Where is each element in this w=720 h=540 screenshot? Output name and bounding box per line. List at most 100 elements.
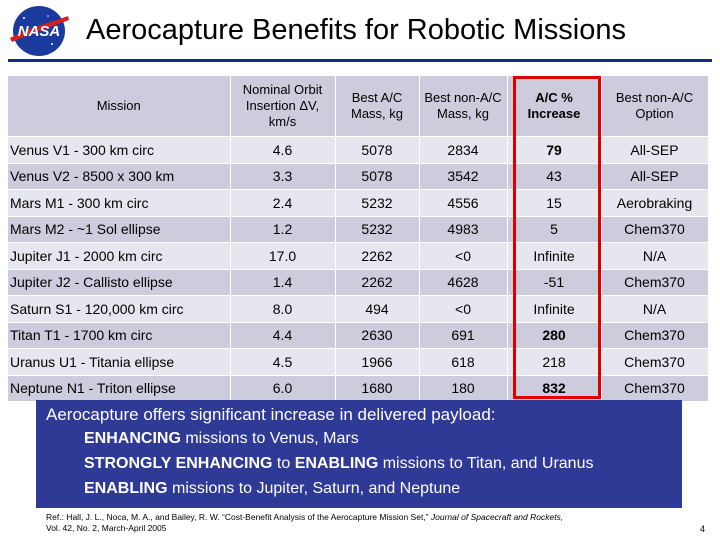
cell-non-ac-mass: 4983 <box>419 216 508 243</box>
banner-line: ENABLING missions to Jupiter, Saturn, an… <box>46 476 672 501</box>
cell-mission: Saturn S1 - 120,000 km circ <box>8 295 231 323</box>
cell-ac-mass: 2630 <box>335 322 420 349</box>
cell-delta-v: 4.4 <box>230 322 336 349</box>
banner-line-bold: STRONGLY ENHANCING <box>84 455 273 472</box>
banner-line: STRONGLY ENHANCING to ENABLING missions … <box>46 451 672 476</box>
cell-non-ac-mass: 3542 <box>419 163 508 190</box>
cell-ac-mass: 5078 <box>335 136 420 164</box>
cell-ac-mass: 2262 <box>335 242 420 270</box>
cell-ac-mass: 5078 <box>335 163 420 190</box>
table-row: Jupiter J2 - Callisto ellipse 1.4 2262 4… <box>8 269 709 296</box>
table-header-row: Mission Nominal Orbit Insertion ΔV, km/s… <box>8 76 709 137</box>
nasa-logo-text: NASA <box>18 23 61 40</box>
table-row: Venus V1 - 300 km circ 4.6 5078 2834 79 … <box>8 136 709 164</box>
cell-non-ac-option: All-SEP <box>601 136 709 164</box>
cell-mission: Mars M2 - ~1 Sol ellipse <box>8 216 231 243</box>
header-non-ac-mass: Best non-A/C Mass, kg <box>419 76 508 137</box>
cell-ac-increase: -51 <box>507 269 602 296</box>
reference-journal: Journal of Spacecraft and Rockets, <box>430 512 564 522</box>
nasa-logo: NASA <box>6 4 72 58</box>
banner-line-text: to <box>272 455 295 472</box>
cell-non-ac-mass: 180 <box>419 375 508 402</box>
table-row: Uranus U1 - Titania ellipse 4.5 1966 618… <box>8 348 709 376</box>
table-row: Neptune N1 - Triton ellipse 6.0 1680 180… <box>8 375 709 402</box>
cell-delta-v: 4.5 <box>230 348 336 376</box>
cell-ac-mass: 1680 <box>335 375 420 402</box>
benefits-table: Mission Nominal Orbit Insertion ΔV, km/s… <box>8 76 709 402</box>
cell-non-ac-mass: <0 <box>419 242 508 270</box>
header-delta-v: Nominal Orbit Insertion ΔV, km/s <box>230 76 336 137</box>
banner-line-text: missions to Venus, Mars <box>180 430 359 447</box>
reference-prefix: Ref.: Hall, J. L., Noca, M. A., and Bail… <box>46 512 429 522</box>
header-non-ac-option: Best non-A/C Option <box>601 76 709 137</box>
cell-ac-increase: 832 <box>507 375 602 402</box>
cell-ac-increase: 218 <box>507 348 602 376</box>
cell-mission: Venus V1 - 300 km circ <box>8 136 231 164</box>
page-number: 4 <box>700 524 706 534</box>
cell-non-ac-option: N/A <box>601 295 709 323</box>
table-row: Jupiter J1 - 2000 km circ 17.0 2262 <0 I… <box>8 242 709 270</box>
cell-mission: Jupiter J1 - 2000 km circ <box>8 242 231 270</box>
cell-delta-v: 2.4 <box>230 189 336 217</box>
cell-delta-v: 6.0 <box>230 375 336 402</box>
header-mission: Mission <box>8 76 231 137</box>
cell-delta-v: 3.3 <box>230 163 336 190</box>
cell-ac-increase: 79 <box>507 136 602 164</box>
cell-non-ac-mass: 4628 <box>419 269 508 296</box>
page-title: Aerocapture Benefits for Robotic Mission… <box>86 14 626 46</box>
cell-non-ac-mass: 618 <box>419 348 508 376</box>
table-row: Titan T1 - 1700 km circ 4.4 2630 691 280… <box>8 322 709 349</box>
header-ac-increase: A/C % Increase <box>507 76 602 137</box>
cell-non-ac-option: Chem370 <box>601 216 709 243</box>
banner-line-text: missions to Jupiter, Saturn, and Neptune <box>167 480 461 497</box>
cell-ac-increase: 43 <box>507 163 602 190</box>
table-row: Venus V2 - 8500 x 300 km 3.3 5078 3542 4… <box>8 163 709 190</box>
cell-ac-mass: 5232 <box>335 189 420 217</box>
cell-ac-increase: 15 <box>507 189 602 217</box>
cell-ac-increase: Infinite <box>507 295 602 323</box>
cell-non-ac-option: Chem370 <box>601 375 709 402</box>
cell-non-ac-mass: 4556 <box>419 189 508 217</box>
table-row: Saturn S1 - 120,000 km circ 8.0 494 <0 I… <box>8 295 709 323</box>
cell-mission: Venus V2 - 8500 x 300 km <box>8 163 231 190</box>
cell-non-ac-option: N/A <box>601 242 709 270</box>
cell-ac-mass: 1966 <box>335 348 420 376</box>
cell-non-ac-option: All-SEP <box>601 163 709 190</box>
cell-non-ac-option: Chem370 <box>601 348 709 376</box>
cell-ac-mass: 5232 <box>335 216 420 243</box>
cell-mission: Mars M1 - 300 km circ <box>8 189 231 217</box>
cell-mission: Uranus U1 - Titania ellipse <box>8 348 231 376</box>
cell-non-ac-option: Aerobraking <box>601 189 709 217</box>
cell-delta-v: 8.0 <box>230 295 336 323</box>
cell-delta-v: 1.2 <box>230 216 336 243</box>
banner-line-bold: ENABLING <box>84 480 168 497</box>
cell-ac-mass: 494 <box>335 295 420 323</box>
cell-delta-v: 4.6 <box>230 136 336 164</box>
cell-non-ac-mass: <0 <box>419 295 508 323</box>
reference-citation: Ref.: Hall, J. L., Noca, M. A., and Bail… <box>46 512 563 534</box>
banner-line-text: missions to Titan, and Uranus <box>378 455 594 472</box>
cell-mission: Titan T1 - 1700 km circ <box>8 322 231 349</box>
cell-mission: Neptune N1 - Triton ellipse <box>8 375 231 402</box>
banner-line-bold: ENABLING <box>294 455 379 472</box>
table-row: Mars M2 - ~1 Sol ellipse 1.2 5232 4983 5… <box>8 216 709 243</box>
cell-mission: Jupiter J2 - Callisto ellipse <box>8 269 231 296</box>
banner-line: ENHANCING missions to Venus, Mars <box>46 426 672 451</box>
cell-ac-increase: 5 <box>507 216 602 243</box>
cell-ac-increase: Infinite <box>507 242 602 270</box>
header-ac-mass: Best A/C Mass, kg <box>335 76 420 137</box>
cell-delta-v: 1.4 <box>230 269 336 296</box>
banner-lead: Aerocapture offers significant increase … <box>46 405 496 424</box>
cell-non-ac-mass: 2834 <box>419 136 508 164</box>
cell-ac-increase: 280 <box>507 322 602 349</box>
banner-line-bold: ENHANCING <box>84 430 181 447</box>
reference-volume: Vol. 42, No. 2, March-April 2005 <box>46 523 167 533</box>
cell-delta-v: 17.0 <box>230 242 336 270</box>
cell-non-ac-option: Chem370 <box>601 269 709 296</box>
cell-ac-mass: 2262 <box>335 269 420 296</box>
cell-non-ac-mass: 691 <box>419 322 508 349</box>
title-rule <box>8 59 712 62</box>
table-row: Mars M1 - 300 km circ 2.4 5232 4556 15 A… <box>8 189 709 217</box>
summary-banner: Aerocapture offers significant increase … <box>36 400 682 508</box>
cell-non-ac-option: Chem370 <box>601 322 709 349</box>
